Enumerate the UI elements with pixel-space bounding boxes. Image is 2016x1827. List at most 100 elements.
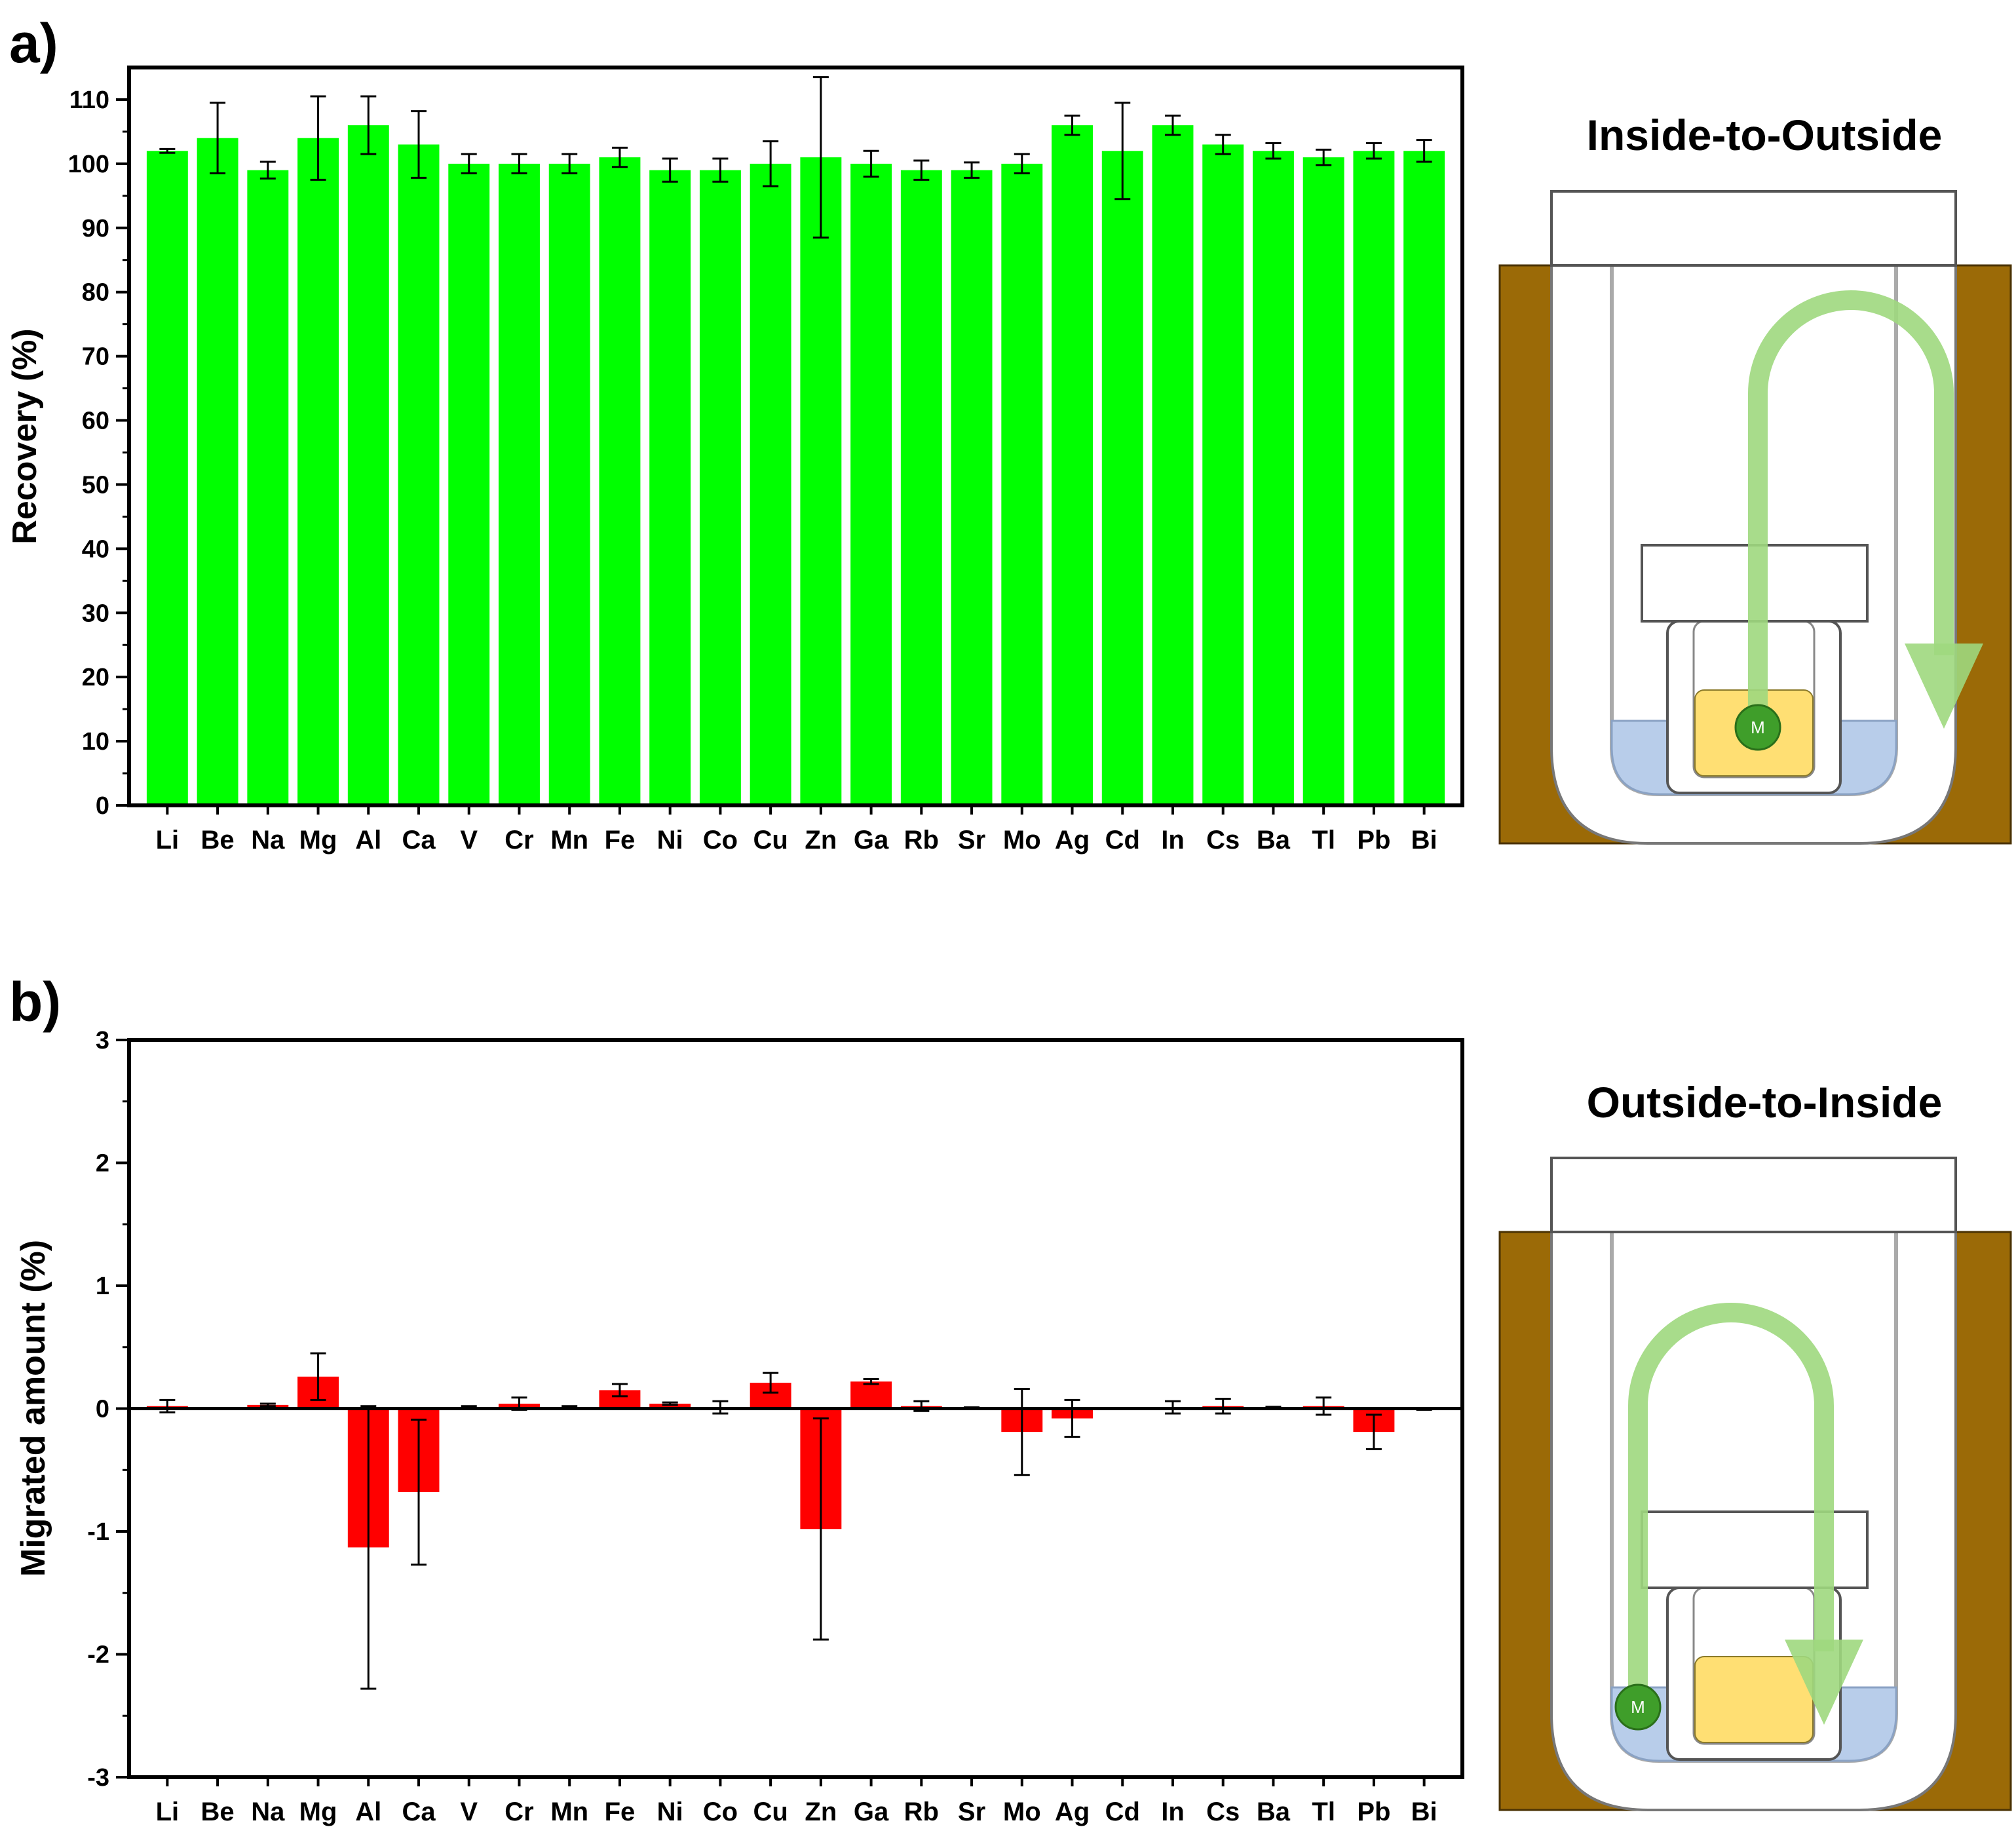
error-bar-bi [1416, 139, 1432, 163]
error-bar-ni [662, 1401, 678, 1406]
bar-pb [1353, 151, 1395, 805]
x-tick-label-ni: Ni [657, 826, 683, 855]
error-bar-cu [763, 140, 779, 187]
x-tick-label-na: Na [251, 826, 285, 855]
panel-a-label: a) [9, 12, 58, 74]
x-tick-label-cu: Cu [753, 826, 788, 855]
x-tick-label-ni: Ni [657, 1798, 683, 1826]
y-tick-label: 40 [82, 535, 109, 563]
chart-a-frame [127, 66, 1464, 807]
error-bar-co [712, 157, 729, 183]
y-tick-label: -3 [87, 1764, 109, 1792]
error-bar-fe [611, 146, 628, 168]
y-tick-label: -1 [87, 1518, 109, 1546]
error-bar-mo [1014, 153, 1030, 175]
y-tick-label: 2 [96, 1150, 109, 1178]
x-tick-label-cs: Cs [1206, 1798, 1240, 1826]
chart-a-error-bars [159, 76, 1432, 239]
bar-cu [750, 163, 791, 805]
x-tick-label-ga: Ga [854, 1798, 889, 1826]
error-bar-in [1164, 114, 1181, 136]
x-tick-label-in: In [1161, 1798, 1185, 1826]
metal-ion-marker [1734, 704, 1781, 751]
metal-ion-label: M [1631, 1697, 1645, 1717]
x-tick-label-zn: Zn [805, 826, 837, 855]
error-bar-cu [763, 1372, 779, 1394]
x-tick-label-fe: Fe [605, 1798, 636, 1826]
x-tick-label-ca: Ca [402, 826, 436, 855]
bar-na [247, 170, 289, 805]
y-tick-label: 50 [82, 471, 109, 499]
y-tick-label: 10 [82, 728, 109, 756]
panel-b-label: b) [9, 971, 61, 1033]
error-bar-tl [1316, 148, 1332, 166]
y-tick-label: 90 [82, 215, 109, 242]
bar-be [197, 138, 238, 805]
error-bar-zn [812, 76, 829, 239]
diagram-bottom-title: Outside-to-Inside [1587, 1078, 1943, 1126]
x-tick-label-mn: Mn [550, 1798, 588, 1826]
chart-b: Li Be Na Mg Al Ca V Cr Mn Fe Ni Co Cu Zn Ga Rb Sr Mo Ag Cd I… [14, 1027, 1464, 1826]
bar-rb [900, 170, 942, 805]
error-bar-mn [561, 153, 578, 175]
x-tick-label-mo: Mo [1003, 826, 1041, 855]
y-tick-label: -2 [87, 1642, 109, 1669]
error-bar-sr [964, 161, 980, 179]
y-tick-label: 70 [82, 343, 109, 371]
error-bar-al [360, 95, 377, 155]
x-tick-label-cd: Cd [1105, 826, 1140, 855]
bar-ag [1052, 125, 1093, 806]
x-tick-label-ba: Ba [1257, 826, 1291, 855]
error-bar-na [259, 1402, 276, 1408]
x-tick-label-cr: Cr [504, 826, 533, 855]
x-tick-label-cs: Cs [1206, 826, 1240, 855]
x-tick-label-rb: Rb [904, 826, 939, 855]
x-tick-label-bi: Bi [1411, 1798, 1437, 1826]
error-bar-al [360, 1405, 377, 1690]
x-tick-label-na: Na [251, 1798, 285, 1826]
bar-mg [297, 138, 339, 805]
x-tick-label-li: Li [156, 826, 180, 855]
error-bar-li [159, 147, 176, 154]
error-bar-zn [812, 1417, 829, 1641]
error-bar-cr [511, 153, 527, 175]
bar-in [1152, 125, 1194, 806]
x-tick-label-ag: Ag [1055, 826, 1090, 855]
bar-zn [800, 157, 842, 806]
bar-v [448, 163, 490, 805]
error-bar-pb [1365, 1414, 1382, 1450]
diagram-outside-to-inside: Outside-to-Inside M [1498, 1078, 2012, 1811]
x-tick-label-ag: Ag [1055, 1798, 1090, 1826]
x-tick-label-mg: Mg [299, 826, 337, 855]
chart-b-ylabel: Migrated amount (%) [14, 1240, 52, 1577]
chart-a-bars [146, 125, 1445, 806]
x-tick-label-cr: Cr [504, 1798, 533, 1826]
x-tick-label-cd: Cd [1105, 1798, 1140, 1826]
error-bar-rb [913, 159, 930, 181]
y-tick-label: 3 [96, 1027, 109, 1054]
error-bar-ag [1064, 114, 1080, 136]
migration-arrow-head [1905, 644, 1983, 729]
chart-b-axes: Li Be Na Mg Al Ca V Cr Mn Fe Ni Co Cu Zn Ga Rb Sr Mo Ag Cd I… [87, 1027, 1462, 1826]
bar-cs [1202, 144, 1244, 805]
bar-cr [499, 163, 540, 805]
x-tick-label-tl: Tl [1312, 1798, 1335, 1826]
error-bar-ga [863, 1378, 879, 1385]
x-tick-label-v: V [460, 826, 478, 855]
bar-co [699, 170, 741, 805]
x-tick-label-fe: Fe [605, 826, 636, 855]
bar-ga [850, 163, 892, 805]
x-tick-label-pb: Pb [1357, 826, 1390, 855]
error-bar-cd [1114, 102, 1131, 201]
x-tick-label-co: Co [703, 826, 738, 855]
x-tick-label-co: Co [703, 1798, 738, 1826]
bar-ca [398, 144, 440, 805]
error-bar-ca [411, 1418, 427, 1566]
x-tick-label-in: In [1161, 826, 1185, 855]
error-bar-cs [1215, 1398, 1231, 1415]
metal-ion-label: M [1751, 718, 1765, 737]
x-tick-label-mo: Mo [1003, 1798, 1041, 1826]
bar-cd [1101, 151, 1143, 805]
bar-ga [850, 1381, 892, 1409]
